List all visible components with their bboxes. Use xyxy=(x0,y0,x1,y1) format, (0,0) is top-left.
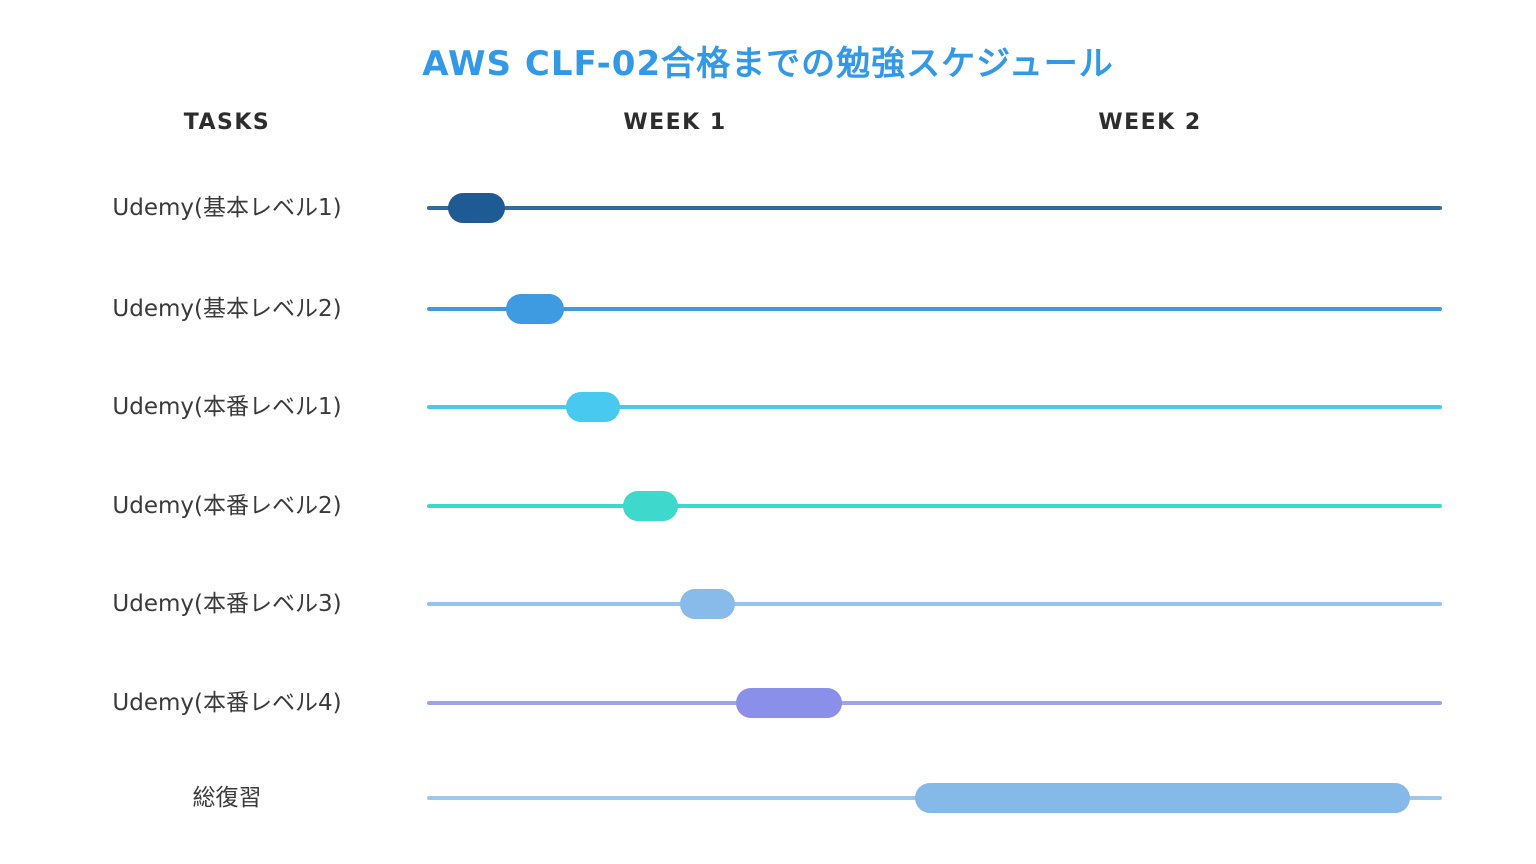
task-row: Udemy(本番レベル1) xyxy=(0,387,1536,427)
task-label: Udemy(基本レベル1) xyxy=(112,195,342,221)
task-timeline xyxy=(427,188,1442,228)
task-row: Udemy(本番レベル2) xyxy=(0,486,1536,526)
task-bar xyxy=(915,783,1410,813)
column-header-week2: WEEK 2 xyxy=(1098,110,1202,135)
task-label: Udemy(本番レベル1) xyxy=(112,394,342,420)
task-row: Udemy(本番レベル4) xyxy=(0,683,1536,723)
column-header-week1: WEEK 1 xyxy=(623,110,727,135)
task-timeline xyxy=(427,683,1442,723)
task-bar xyxy=(505,294,564,324)
task-label: Udemy(基本レベル2) xyxy=(112,296,342,322)
task-timeline xyxy=(427,778,1442,818)
task-timeline-line xyxy=(427,701,1442,705)
task-timeline xyxy=(427,289,1442,329)
task-timeline-line xyxy=(427,504,1442,508)
task-bar xyxy=(565,392,620,422)
task-timeline-line xyxy=(427,307,1442,311)
task-row: Udemy(基本レベル1) xyxy=(0,188,1536,228)
task-timeline xyxy=(427,486,1442,526)
task-bar xyxy=(735,688,842,718)
task-row: 総復習 xyxy=(0,778,1536,818)
task-bar xyxy=(622,491,678,521)
task-label: Udemy(本番レベル4) xyxy=(112,690,342,716)
task-label: Udemy(本番レベル2) xyxy=(112,493,342,519)
task-row: Udemy(基本レベル2) xyxy=(0,289,1536,329)
task-timeline-line xyxy=(427,405,1442,409)
task-timeline xyxy=(427,584,1442,624)
task-label: 総復習 xyxy=(192,785,262,811)
column-header-tasks: TASKS xyxy=(183,110,271,135)
task-timeline-line xyxy=(427,602,1442,606)
task-label: Udemy(本番レベル3) xyxy=(112,591,342,617)
task-row: Udemy(本番レベル3) xyxy=(0,584,1536,624)
task-bar xyxy=(448,193,506,223)
task-timeline xyxy=(427,387,1442,427)
task-timeline-line xyxy=(427,206,1442,210)
chart-title: AWS CLF-02合格までの勉強スケジュール xyxy=(422,44,1114,84)
task-bar xyxy=(680,589,736,619)
